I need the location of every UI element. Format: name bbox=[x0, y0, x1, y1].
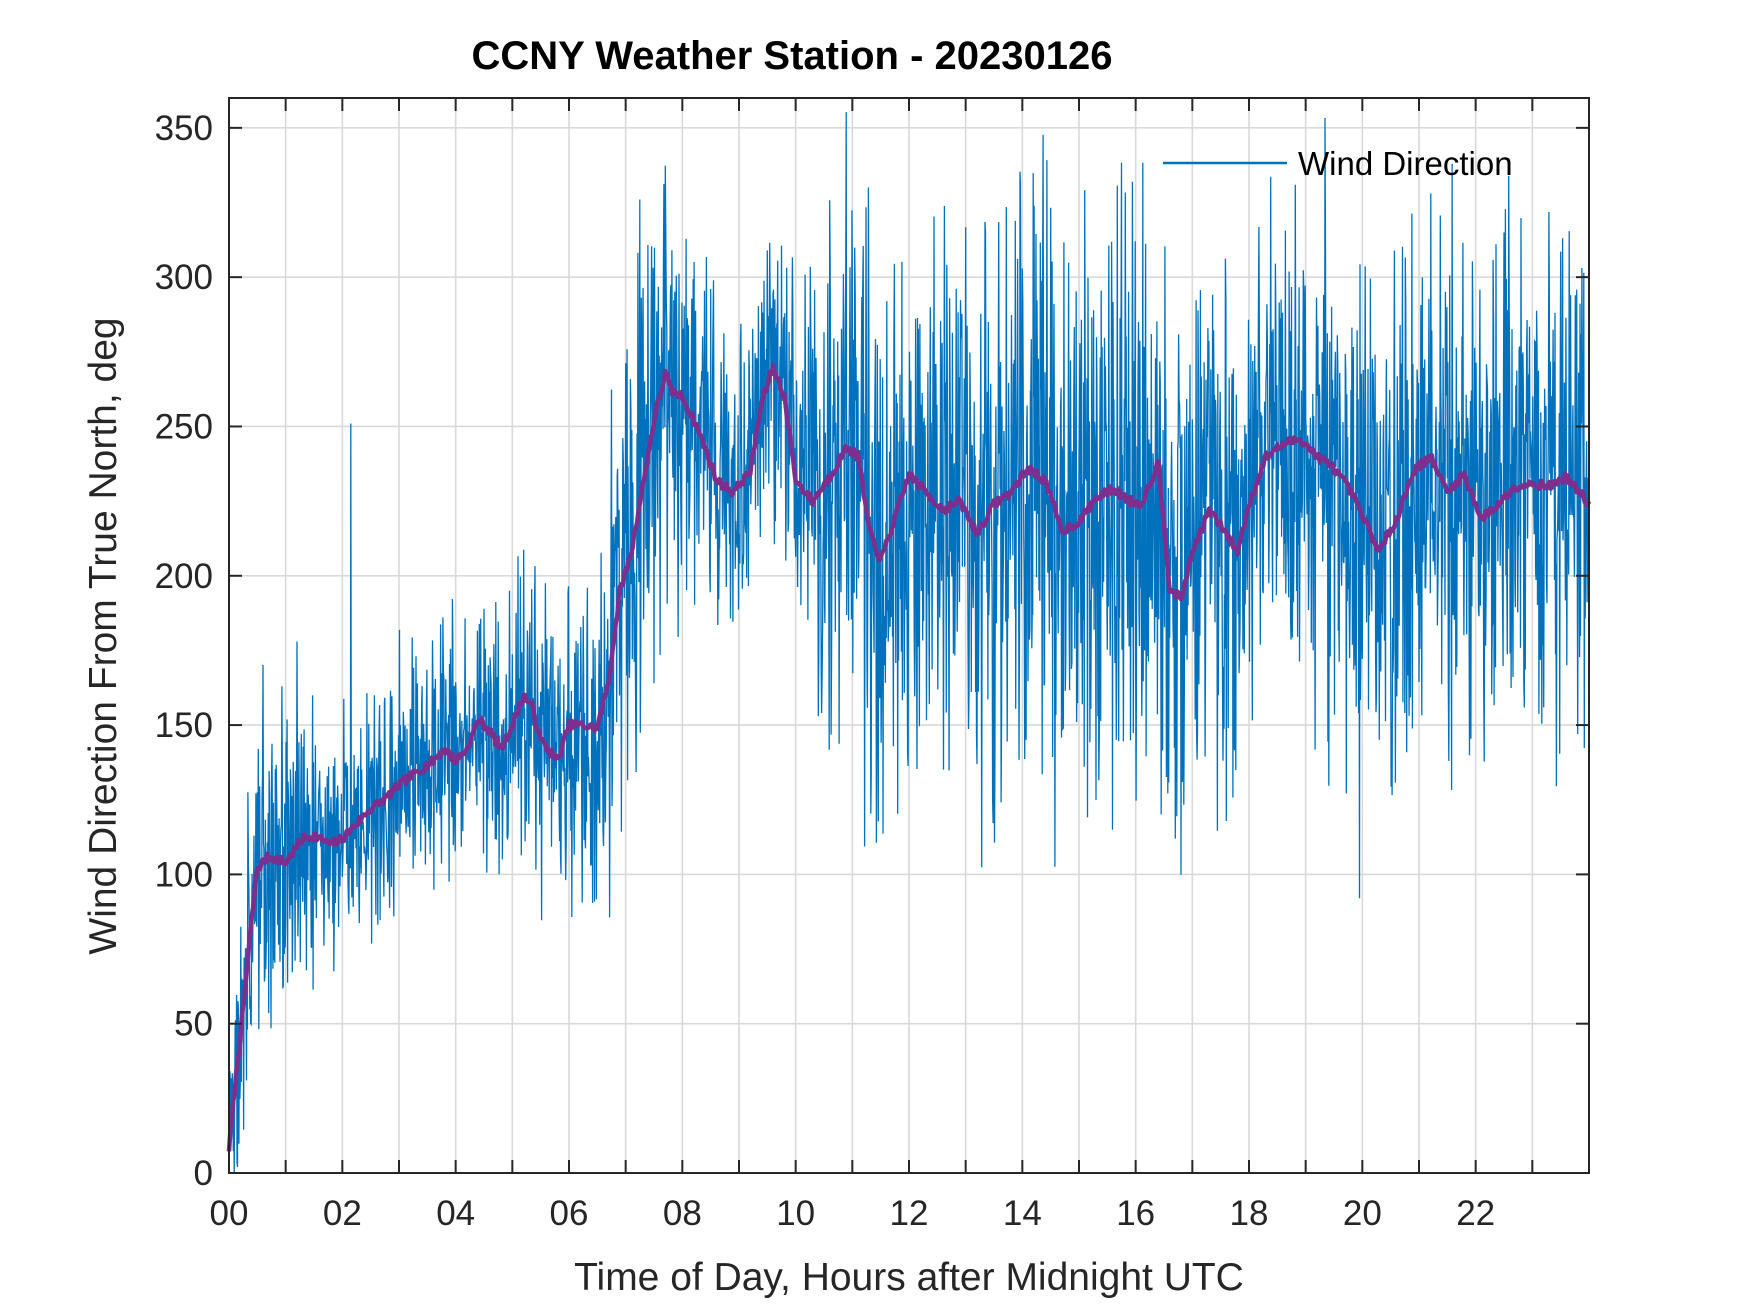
y-tick-label: 0 bbox=[194, 1154, 213, 1193]
plot-area bbox=[226, 97, 1592, 1174]
x-tick-label: 22 bbox=[1456, 1194, 1495, 1233]
x-tick-label: 00 bbox=[210, 1194, 249, 1233]
y-tick-labels: 0 50 100 150 200 250 300 350 bbox=[155, 109, 213, 1193]
x-tick-label: 08 bbox=[663, 1194, 702, 1233]
x-tick-label: 04 bbox=[436, 1194, 475, 1233]
y-tick-label: 250 bbox=[155, 407, 213, 446]
series-layer bbox=[226, 112, 1592, 1174]
x-tick-label: 12 bbox=[890, 1194, 929, 1233]
y-tick-label: 350 bbox=[155, 109, 213, 148]
y-axis-label: Wind Direction From True North, deg bbox=[82, 317, 125, 954]
y-tick-label: 200 bbox=[155, 557, 213, 596]
y-tick-label: 300 bbox=[155, 258, 213, 297]
x-tick-label: 14 bbox=[1003, 1194, 1042, 1233]
chart-title: CCNY Weather Station - 20230126 bbox=[472, 34, 1113, 78]
grid bbox=[229, 98, 1589, 1173]
series-wind-direction-line bbox=[228, 112, 1590, 1174]
x-tick-label: 10 bbox=[776, 1194, 815, 1233]
x-tick-label: 18 bbox=[1230, 1194, 1269, 1233]
x-tick-label: 16 bbox=[1116, 1194, 1155, 1233]
legend-label-wind-direction: Wind Direction bbox=[1298, 145, 1513, 182]
legend: Wind Direction bbox=[1163, 145, 1513, 182]
x-tick-label: 06 bbox=[550, 1194, 589, 1233]
y-tick-label: 50 bbox=[174, 1005, 213, 1044]
x-tick-label: 20 bbox=[1343, 1194, 1382, 1233]
x-tick-label: 02 bbox=[323, 1194, 362, 1233]
ticks bbox=[229, 98, 1589, 1174]
x-tick-labels: 00 02 04 06 08 10 12 14 16 18 20 22 bbox=[210, 1194, 1496, 1233]
x-axis-label: Time of Day, Hours after Midnight UTC bbox=[574, 1256, 1244, 1299]
y-tick-label: 100 bbox=[155, 855, 213, 894]
series-smoothed-line bbox=[226, 362, 1592, 1152]
y-tick-label: 150 bbox=[155, 706, 213, 745]
